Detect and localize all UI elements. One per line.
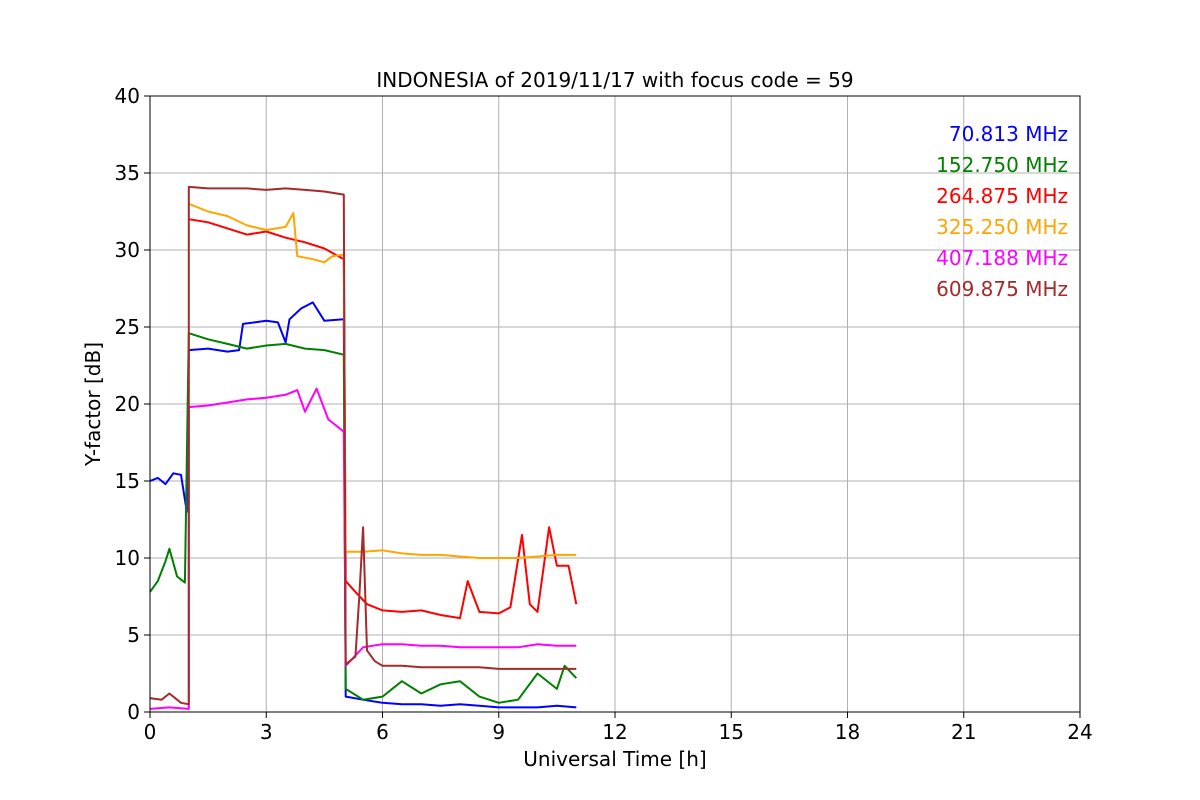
x-tick-label: 0 [144, 720, 157, 744]
legend-entry-2: 264.875 MHz [936, 184, 1068, 208]
y-tick-label: 25 [115, 315, 140, 339]
y-tick-label: 35 [115, 161, 140, 185]
x-axis-label: Universal Time [h] [523, 747, 706, 771]
y-tick-label: 15 [115, 469, 140, 493]
y-tick-label: 30 [115, 238, 140, 262]
chart-title: INDONESIA of 2019/11/17 with focus code … [376, 68, 853, 92]
series-line-2 [188, 218, 578, 620]
y-tick-label: 0 [127, 700, 140, 724]
y-tick-label: 40 [115, 84, 140, 108]
x-tick-label: 9 [492, 720, 505, 744]
x-tick-label: 15 [719, 720, 744, 744]
x-tick-label: 3 [260, 720, 273, 744]
y-tick-label: 20 [115, 392, 140, 416]
legend-entry-3: 325.250 MHz [936, 215, 1068, 239]
y-tick-label: 5 [127, 623, 140, 647]
series-layer [149, 185, 578, 710]
y-tick-label: 10 [115, 546, 140, 570]
x-tick-label: 6 [376, 720, 389, 744]
legend-entry-4: 407.188 MHz [936, 246, 1068, 270]
series-line-5 [149, 185, 577, 706]
legend: 70.813 MHz 152.750 MHz 264.875 MHz 325.250 … [936, 122, 1068, 301]
x-tick-label: 24 [1067, 720, 1092, 744]
legend-entry-0: 70.813 MHz [949, 122, 1068, 146]
x-tick-label: 21 [951, 720, 976, 744]
legend-entry-1: 152.750 MHz [936, 153, 1068, 177]
ticks: 0 3 6 9 12 15 18 21 24 0 5 10 15 20 25 30 35 40 [115, 84, 1093, 744]
legend-entry-5: 609.875 MHz [936, 277, 1068, 301]
y-axis-label: Y-factor [dB] [81, 342, 105, 467]
x-tick-label: 18 [835, 720, 860, 744]
x-tick-label: 12 [602, 720, 627, 744]
